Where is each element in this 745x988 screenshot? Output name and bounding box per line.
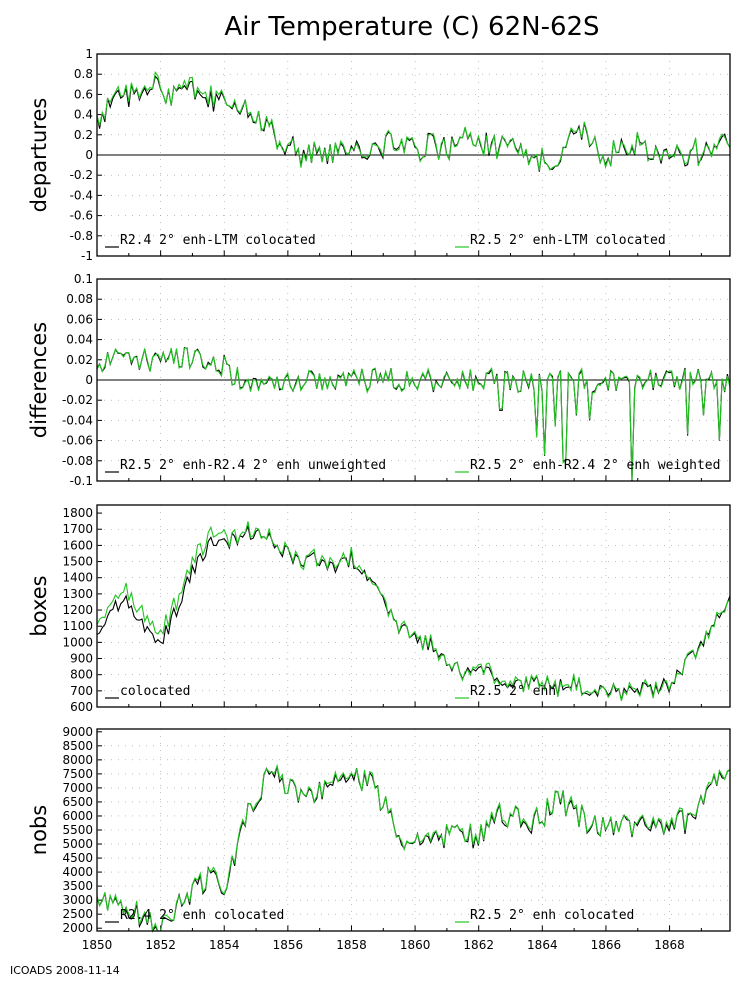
y-tick-label: 600: [70, 700, 93, 714]
y-tick-label: 5500: [62, 823, 93, 837]
y-tick-label: -0.2: [70, 168, 93, 182]
legend-label: R2.5 2° enh colocated: [470, 908, 634, 923]
y-tick-label: 0.06: [66, 312, 93, 326]
x-tick-label: 1864: [527, 938, 558, 952]
legend-label: R2.5 2° enh: [470, 684, 556, 699]
y-tick-label: 7500: [62, 767, 93, 781]
legend-label: R2.5 2° enh-R2.4 2° enh weighted: [470, 458, 720, 473]
y-tick-label: 1400: [62, 571, 93, 585]
y-tick-label: 0.02: [66, 353, 93, 367]
x-tick-label: 1856: [273, 938, 304, 952]
y-tick-label: -0.02: [62, 393, 93, 407]
y-tick-label: -0.4: [70, 188, 93, 202]
y-tick-label: -0.04: [62, 413, 93, 427]
y-tick-label: 700: [70, 684, 93, 698]
y-tick-label: -0.06: [62, 434, 93, 448]
panel-boxes: 600 700 800 900 1000 1100 1200 1300 1400 1500 1600…: [27, 504, 731, 714]
y-tick-label: 0: [85, 373, 93, 387]
panel-frame: [96, 728, 731, 932]
panel-departures: -1 -0.8 -0.6 -0.4 -0.2 0 0.2 0.4 0.6 0.8 1 departur…: [27, 47, 731, 263]
y-tick-label: 7000: [62, 781, 93, 795]
y-tick-label: 2500: [62, 907, 93, 921]
y-tick-label: 4000: [62, 865, 93, 879]
y-tick-label: 4500: [62, 851, 93, 865]
series-line-b: [96, 347, 731, 480]
y-axis-label: differences: [27, 322, 51, 438]
panel-frame: [96, 278, 731, 482]
legend-label: R2.5 2° enh-R2.4 2° enh unweighted: [120, 458, 386, 473]
panel-nobs: 2000250030003500400045005000550060006500…: [27, 725, 731, 935]
chart-title: Air Temperature (C) 62N-62S: [224, 12, 599, 42]
y-axis-label: nobs: [27, 805, 51, 855]
y-tick-label: 1600: [62, 538, 93, 552]
x-tick-label: 1852: [145, 938, 176, 952]
y-tick-label: 1300: [62, 587, 93, 601]
y-tick-label: -0.8: [70, 229, 93, 243]
y-tick-label: 6500: [62, 795, 93, 809]
y-tick-label: -1: [81, 249, 93, 263]
footer-credit: ICOADS 2008-11-14: [10, 964, 120, 977]
x-tick-label: 1866: [591, 938, 622, 952]
y-tick-label: -0.6: [70, 209, 93, 223]
y-axis-label: boxes: [27, 575, 51, 636]
y-tick-label: 900: [70, 652, 93, 666]
y-tick-label: 8500: [62, 739, 93, 753]
y-tick-label: -0.08: [62, 454, 93, 468]
y-tick-label: 0.4: [74, 108, 93, 122]
y-tick-label: 0.8: [74, 67, 93, 81]
y-tick-label: 800: [70, 668, 93, 682]
series-line-a: [96, 524, 731, 701]
legend-label: R2.5 2° enh-LTM colocated: [470, 233, 666, 248]
y-tick-label: 1: [85, 47, 93, 61]
y-tick-label: 1500: [62, 555, 93, 569]
x-tick-label: 1860: [400, 938, 431, 952]
y-tick-label: 3000: [62, 893, 93, 907]
y-tick-label: 1000: [62, 635, 93, 649]
y-tick-label: -0.1: [70, 474, 93, 488]
y-tick-label: 0.04: [66, 333, 93, 347]
y-tick-label: 3500: [62, 879, 93, 893]
y-tick-label: 1100: [62, 619, 93, 633]
x-tick-label: 1868: [654, 938, 685, 952]
series-line-a: [96, 74, 731, 172]
y-tick-label: 9000: [62, 725, 93, 739]
x-tick-label: 1854: [209, 938, 240, 952]
y-tick-label: 0: [85, 148, 93, 162]
y-tick-label: 0.08: [66, 292, 93, 306]
y-tick-label: 0.2: [74, 128, 93, 142]
y-tick-label: 1700: [62, 522, 93, 536]
legend-label: R2.4 2° enh colocated: [120, 908, 284, 923]
x-tick-label: 1862: [463, 938, 494, 952]
x-tick-label: 1850: [82, 938, 113, 952]
panels: -1 -0.8 -0.6 -0.4 -0.2 0 0.2 0.4 0.6 0.8 1 departur…: [27, 47, 731, 952]
y-tick-label: 2000: [62, 921, 93, 935]
legend-label: R2.4 2° enh-LTM colocated: [120, 233, 316, 248]
y-tick-label: 1800: [62, 506, 93, 520]
y-tick-label: 8000: [62, 753, 93, 767]
x-tick-label: 1858: [336, 938, 367, 952]
y-tick-label: 0.6: [74, 87, 93, 101]
y-tick-label: 5000: [62, 837, 93, 851]
panel-frame: [96, 53, 731, 257]
y-tick-label: 1200: [62, 603, 93, 617]
x-axis: 1850 1852 1854 1856 1858 1860 1862 1864 1866 1868: [82, 938, 685, 952]
series-line-b: [96, 763, 731, 933]
y-tick-label: 0.1: [74, 272, 93, 286]
series-line-b: [96, 71, 731, 171]
series-line-a: [96, 765, 731, 933]
y-tick-label: 6000: [62, 809, 93, 823]
legend-label: colocated: [120, 684, 190, 699]
series-line-b: [96, 521, 731, 701]
panel-frame: [96, 504, 731, 708]
panel-differences: -0.1 -0.08 -0.06 -0.04 -0.02 0 0.02 0.04 0.06 0.0…: [27, 272, 731, 488]
y-axis-label: departures: [27, 98, 51, 213]
